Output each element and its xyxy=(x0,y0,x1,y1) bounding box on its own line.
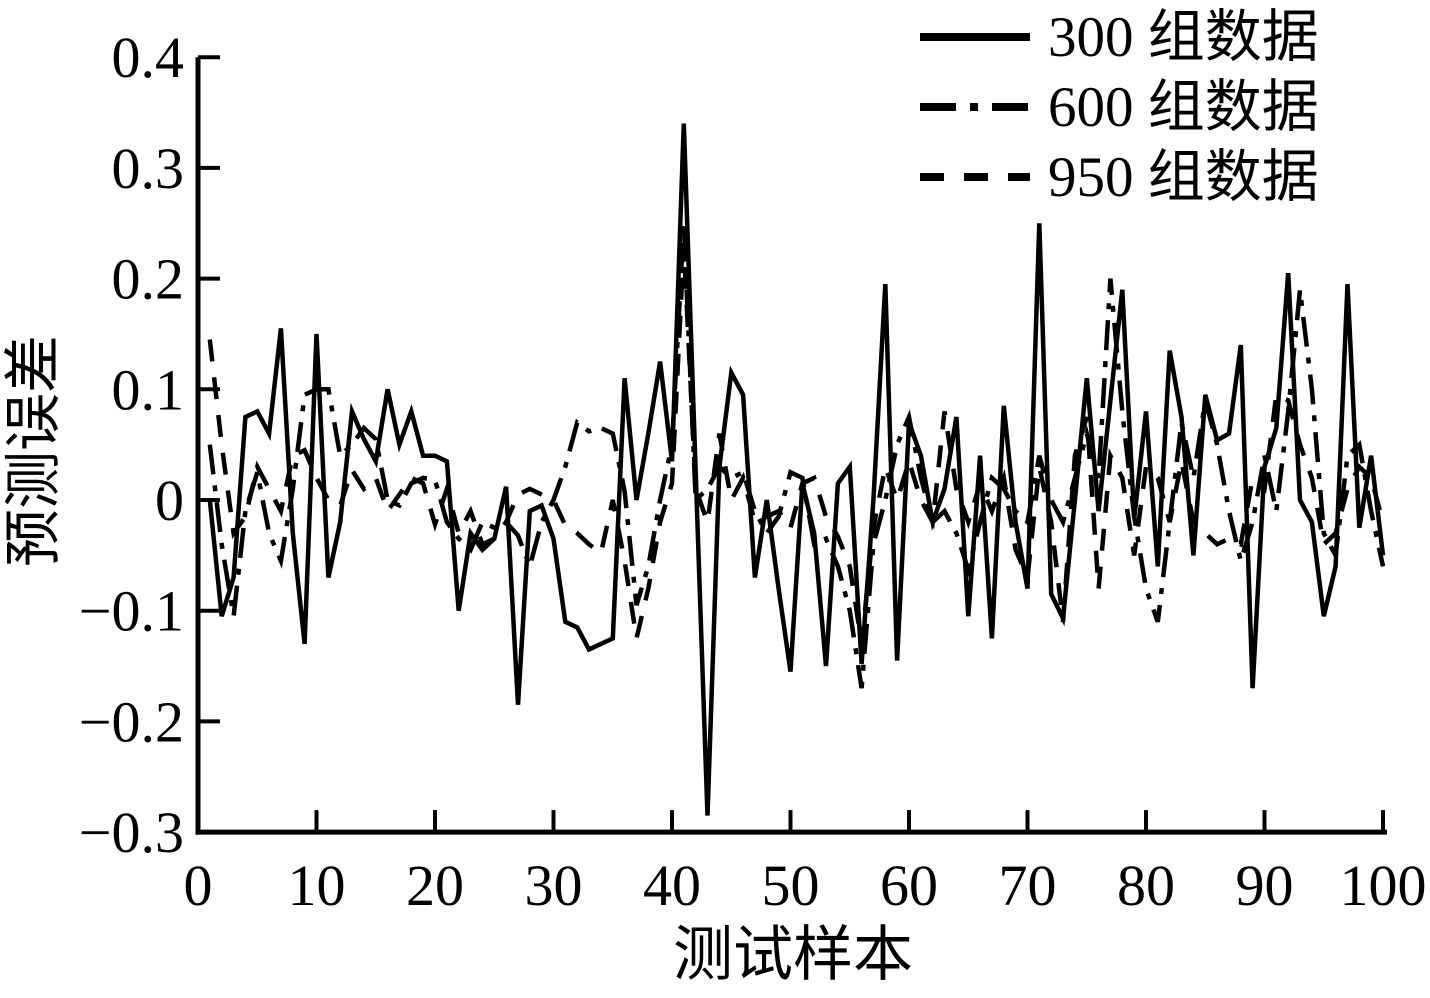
series-line-300 xyxy=(207,123,1386,816)
legend-item-950: 950 组数据 xyxy=(918,142,1319,212)
x-tick-label: 60 xyxy=(880,853,938,918)
x-tick-label: 30 xyxy=(525,853,583,918)
series-line-600 xyxy=(207,223,1386,689)
x-tick-label: 10 xyxy=(288,853,346,918)
y-tick-label: −0.1 xyxy=(79,579,184,644)
y-tick-label: 0.4 xyxy=(112,25,185,90)
x-axis-title: 测试样本 xyxy=(673,922,913,988)
x-tick-label: 80 xyxy=(1117,853,1175,918)
legend-label-950: 950 组数据 xyxy=(1048,145,1319,209)
x-tick-label: 0 xyxy=(184,853,213,918)
legend-label-600: 600 组数据 xyxy=(1048,75,1319,139)
solid-line-sample-icon xyxy=(920,33,1030,41)
legend-item-300: 300 组数据 xyxy=(918,2,1319,72)
legend-item-600: 600 组数据 xyxy=(918,72,1319,142)
dash-dot-line-sample-icon xyxy=(920,103,1030,111)
x-tick-label: 100 xyxy=(1340,853,1427,918)
y-tick-label: 0.2 xyxy=(112,247,185,312)
y-tick-label: 0.1 xyxy=(112,357,185,422)
x-tick-label: 40 xyxy=(643,853,701,918)
y-tick-label: −0.2 xyxy=(79,689,184,754)
x-tick-label: 20 xyxy=(406,853,464,918)
y-axis-title: 预测误差 xyxy=(1,335,66,568)
legend: 300 组数据 600 组数据 950 组数据 xyxy=(918,2,1319,212)
y-tick-label: 0 xyxy=(155,468,184,533)
x-tick-label: 90 xyxy=(1236,853,1294,918)
x-tick-label: 70 xyxy=(999,853,1057,918)
dashed-line-sample-icon xyxy=(920,173,1030,181)
y-tick-label: −0.3 xyxy=(79,800,184,865)
legend-label-300: 300 组数据 xyxy=(1048,5,1319,69)
x-tick-label: 50 xyxy=(762,853,820,918)
y-tick-label: 0.3 xyxy=(112,136,185,201)
